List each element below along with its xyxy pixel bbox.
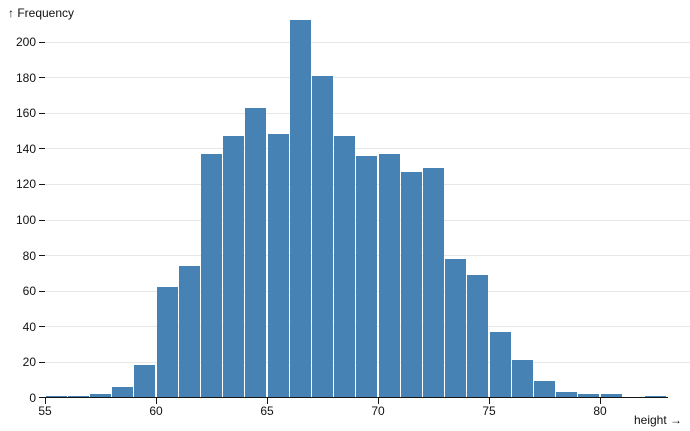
y-tick-label: 20	[22, 355, 36, 370]
histogram-bar	[334, 135, 356, 398]
y-tick-label: 40	[22, 319, 36, 334]
y-tick-mark	[39, 77, 45, 79]
x-tick-mark	[600, 398, 601, 405]
histogram-bar	[356, 155, 378, 398]
gridline	[45, 77, 690, 79]
histogram-bar	[223, 135, 245, 398]
histogram-bar	[311, 75, 334, 398]
histogram-bar	[467, 274, 489, 398]
y-tick-label: 80	[22, 248, 36, 263]
y-tick-mark	[39, 183, 45, 185]
histogram-bar	[556, 392, 578, 398]
x-tick-mark	[489, 398, 490, 405]
histogram-bar	[289, 20, 311, 398]
x-tick-mark	[378, 398, 379, 405]
y-tick-mark	[39, 397, 45, 399]
histogram-bar	[67, 395, 89, 398]
y-tick-label: 0	[29, 390, 36, 405]
histogram-bar	[400, 171, 422, 398]
histogram-bar	[89, 393, 112, 398]
y-tick-label: 180	[15, 70, 36, 85]
x-tick-label: 75	[482, 404, 496, 418]
y-tick-mark	[39, 290, 45, 292]
x-tick-label: 55	[38, 404, 52, 418]
y-tick-label: 200	[15, 35, 36, 50]
x-tick-label: 60	[149, 404, 163, 418]
y-tick-mark	[39, 361, 45, 363]
histogram-bar	[45, 395, 67, 398]
y-axis-title: ↑ Frequency	[8, 6, 75, 20]
histogram-bar	[578, 393, 600, 398]
x-tick-label: 80	[593, 404, 607, 418]
x-tick-label: 70	[371, 404, 385, 418]
x-axis-title: height →	[633, 413, 682, 427]
y-tick-label: 120	[15, 177, 36, 192]
y-tick-label: 100	[15, 213, 36, 227]
histogram-bar	[422, 167, 445, 398]
y-tick-label: 160	[15, 106, 36, 121]
y-tick-mark	[39, 148, 45, 150]
gridline	[45, 112, 690, 114]
histogram-bar	[200, 153, 223, 398]
histogram-bar	[644, 395, 667, 398]
y-tick-label: 140	[15, 141, 36, 156]
y-tick-mark	[39, 219, 45, 221]
histogram-bar	[245, 107, 267, 398]
histogram-bar	[445, 258, 467, 398]
x-tick-mark	[156, 398, 157, 405]
histogram-bar	[511, 360, 533, 398]
y-tick-mark	[39, 112, 45, 114]
x-axis-line	[45, 397, 668, 399]
histogram-bar	[489, 331, 511, 398]
histogram-bar	[267, 134, 289, 398]
y-tick-label: 60	[22, 284, 36, 299]
y-tick-mark	[39, 41, 45, 43]
y-tick-mark	[39, 326, 45, 328]
histogram-bar	[600, 393, 622, 398]
x-tick-mark	[45, 398, 46, 405]
y-tick-mark	[39, 255, 45, 257]
histogram-bar	[178, 265, 200, 398]
histogram-bar	[134, 365, 156, 398]
histogram-bar	[156, 287, 178, 398]
x-tick-label: 65	[260, 404, 274, 418]
gridline	[45, 148, 690, 150]
histogram-bar	[112, 386, 134, 398]
histogram-bar	[378, 153, 400, 398]
histogram-bar	[533, 381, 556, 398]
x-tick-mark	[267, 398, 268, 405]
gridline	[45, 41, 690, 43]
